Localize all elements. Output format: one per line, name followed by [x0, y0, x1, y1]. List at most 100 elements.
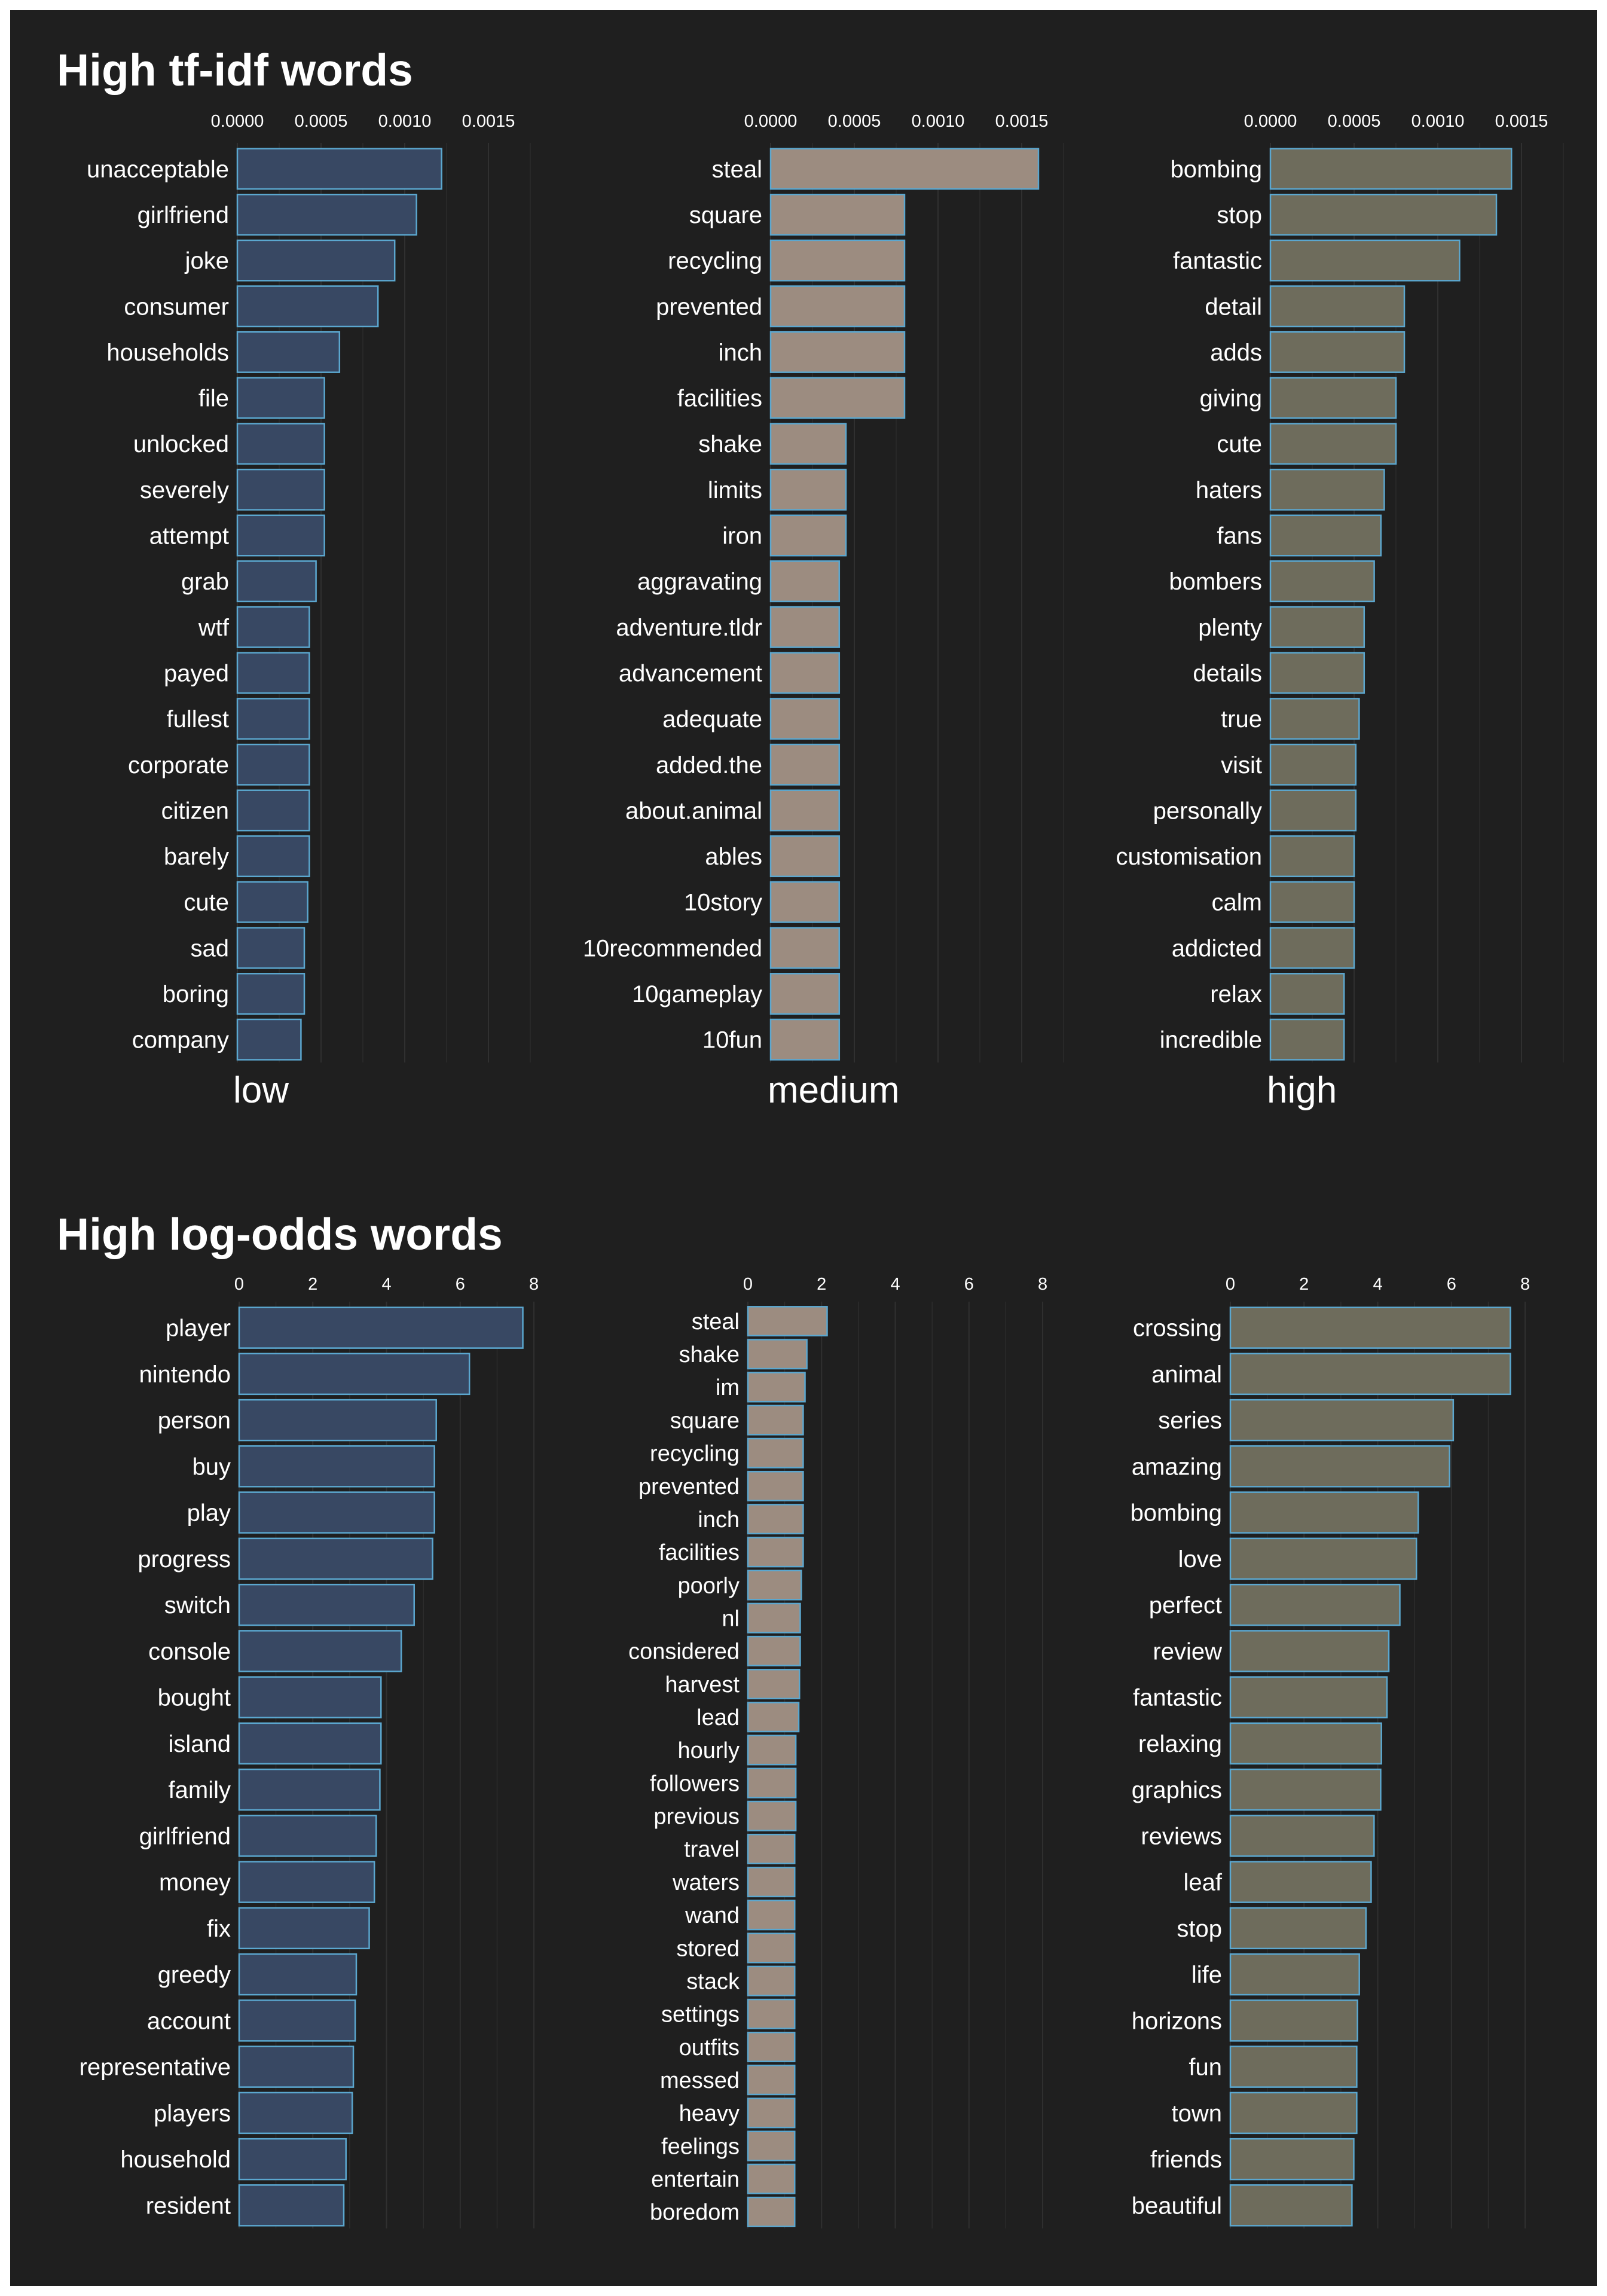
bar: [236, 560, 317, 603]
bar: [236, 743, 310, 786]
bar: [238, 1583, 415, 1626]
bar-category-label: account: [147, 2008, 231, 2034]
bar-category-label: poorly: [678, 1573, 740, 1598]
bar-category-label: progress: [138, 1546, 231, 1573]
bar: [1229, 1352, 1511, 1396]
bar: [1229, 2092, 1358, 2135]
bar-category-label: girlfriend: [139, 1823, 231, 1849]
bar: [236, 239, 396, 282]
bar: [1269, 927, 1355, 969]
tfidf-section-title: High tf-idf words: [57, 45, 413, 95]
bar: [238, 1815, 377, 1857]
bar-category-label: players: [154, 2100, 231, 2127]
bar-category-label: bombing: [1171, 156, 1262, 182]
bar-category-label: customisation: [1116, 844, 1262, 870]
bar-category-label: bombing: [1131, 1500, 1222, 1526]
bar-category-label: animal: [1151, 1361, 1222, 1388]
bar-category-label: about.animal: [625, 798, 762, 824]
bar-category-label: square: [670, 1408, 740, 1433]
bar: [769, 652, 841, 694]
bar: [236, 973, 305, 1015]
bar: [1229, 1999, 1358, 2042]
bar: [1229, 1907, 1367, 1950]
bar-category-label: amazing: [1132, 1454, 1222, 1480]
bar: [1229, 1583, 1401, 1626]
bar: [238, 1630, 402, 1672]
bar: [238, 2092, 353, 2135]
bar-category-label: lead: [696, 1705, 740, 1730]
bar-category-label: adds: [1210, 340, 1262, 366]
bar: [747, 1306, 828, 1337]
bar-category-label: prevented: [656, 294, 762, 320]
bar: [769, 927, 841, 969]
bar-category-label: entertain: [651, 2167, 740, 2193]
bar: [769, 377, 906, 419]
x-tick-label: 8: [1520, 1275, 1530, 1294]
x-tick-label: 0.0000: [744, 112, 798, 131]
bar-category-label: adventure.tldr: [616, 615, 762, 641]
bar: [1269, 377, 1397, 419]
bar: [1269, 285, 1406, 328]
bar-category-label: plenty: [1198, 615, 1262, 641]
bar: [747, 1735, 797, 1766]
bar: [1269, 698, 1360, 740]
bar: [747, 1998, 796, 2029]
bar: [747, 1800, 797, 1831]
bar-category-label: previous: [653, 1805, 740, 1830]
bar-category-label: relax: [1210, 981, 1262, 1007]
x-tick-label: 0: [743, 1275, 753, 1294]
x-tick-label: 4: [381, 1275, 391, 1294]
bar-category-label: boredom: [650, 2200, 740, 2225]
bar: [238, 1861, 375, 1903]
bar-category-label: joke: [185, 248, 229, 274]
x-tick-label: 0.0005: [295, 112, 348, 131]
bar-category-label: recycling: [668, 248, 762, 274]
x-tick-label: 0.0010: [1412, 112, 1465, 131]
bar: [1269, 789, 1357, 832]
bar-category-label: addicted: [1172, 935, 1262, 961]
bar: [1269, 652, 1365, 694]
bar: [1229, 2045, 1358, 2088]
bar: [1269, 881, 1355, 923]
bar: [747, 1635, 801, 1666]
x-tick-label: 0.0000: [1244, 112, 1297, 131]
bar: [769, 973, 841, 1015]
bar-category-label: facilities: [659, 1540, 740, 1565]
bar-category-label: cute: [184, 890, 229, 916]
bar: [769, 698, 841, 740]
bar: [236, 331, 341, 373]
bar-category-label: citizen: [161, 798, 229, 824]
bar-category-label: barely: [164, 844, 229, 870]
bar-category-label: incredible: [1160, 1027, 1262, 1054]
bar-category-label: added.the: [656, 752, 762, 778]
bar-category-label: facilities: [677, 386, 762, 412]
bar-category-label: person: [158, 1407, 231, 1434]
x-tick-label: 6: [1447, 1275, 1456, 1294]
bar-category-label: 10gameplay: [632, 981, 762, 1007]
bar-category-label: console: [148, 1638, 231, 1665]
bar-category-label: messed: [660, 2068, 740, 2093]
bar-category-label: severely: [140, 477, 229, 503]
bar: [1229, 1861, 1372, 1903]
bar-category-label: bombers: [1169, 569, 1262, 595]
bar: [747, 2097, 796, 2129]
bar: [1229, 2184, 1353, 2227]
bar: [236, 606, 310, 648]
bar: [238, 1722, 382, 1765]
bar-category-label: crossing: [1133, 1315, 1222, 1342]
bar: [1269, 193, 1498, 236]
bar: [747, 1570, 802, 1601]
bar-category-label: fix: [207, 1916, 231, 1942]
bar: [236, 285, 379, 328]
bar: [747, 1504, 804, 1535]
bar-category-label: relaxing: [1138, 1731, 1222, 1757]
bar: [769, 881, 841, 923]
bar-category-label: stack: [686, 1969, 740, 1994]
bar: [747, 1470, 804, 1502]
bar-category-label: representative: [80, 2054, 231, 2081]
bar-category-label: graphics: [1132, 1777, 1222, 1803]
bar: [1269, 468, 1385, 511]
x-tick-label: 0.0000: [211, 112, 264, 131]
bar-category-label: settings: [661, 2002, 740, 2028]
bar: [238, 2045, 355, 2088]
